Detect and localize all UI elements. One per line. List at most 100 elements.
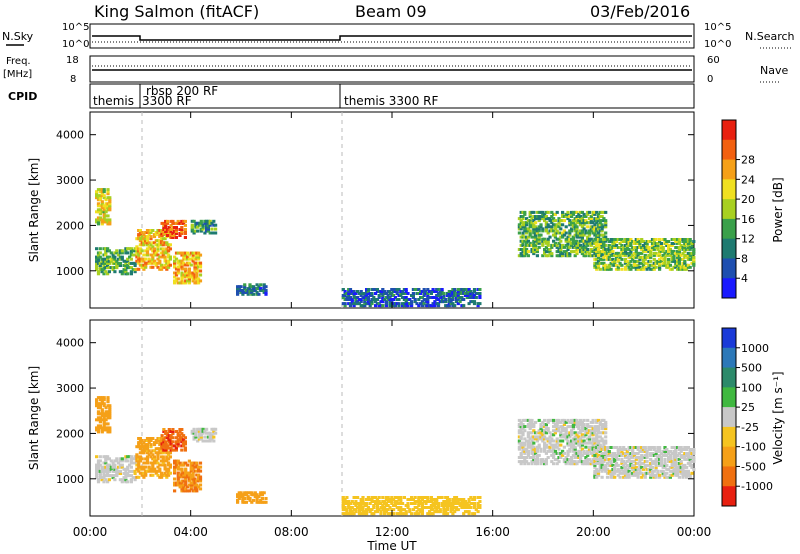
power-cell xyxy=(688,265,692,269)
velocity-cell xyxy=(106,457,110,461)
velocity-cell xyxy=(579,441,583,445)
velocity-cell xyxy=(627,448,631,451)
velocity-cell xyxy=(519,427,523,431)
velocity-cell xyxy=(478,504,482,507)
power-cell xyxy=(366,300,370,304)
power-cell xyxy=(566,241,570,245)
power-cell xyxy=(152,235,157,239)
power-cell xyxy=(453,304,457,308)
power-cell xyxy=(195,257,199,261)
power-cell xyxy=(525,229,529,233)
velocity-cell xyxy=(530,447,534,451)
power-ytick-label: 3000 xyxy=(56,174,84,187)
power-cell xyxy=(557,225,561,229)
velocity-cell xyxy=(534,460,538,464)
power-cell xyxy=(129,270,133,274)
power-cell xyxy=(553,227,557,231)
power-cell xyxy=(665,249,669,253)
velocity-cell xyxy=(429,508,433,512)
velocity-cell xyxy=(611,467,615,471)
power-cell xyxy=(149,231,153,234)
velocity-cell xyxy=(118,459,122,463)
velocity-cell xyxy=(681,454,685,457)
power-cell xyxy=(109,251,113,255)
velocity-colorbar-swatch xyxy=(722,486,736,507)
velocity-cell xyxy=(108,414,112,418)
power-cell xyxy=(192,231,196,235)
power-cell xyxy=(593,247,597,251)
power-cell xyxy=(173,281,177,285)
power-cell xyxy=(208,223,212,227)
velocity-cell xyxy=(602,423,606,426)
power-cell xyxy=(454,296,459,299)
velocity-cell xyxy=(381,496,385,499)
velocity-cell xyxy=(133,461,137,465)
velocity-cell xyxy=(149,469,153,473)
power-cell xyxy=(173,259,177,263)
velocity-cell xyxy=(550,418,554,422)
velocity-cell xyxy=(435,498,439,501)
velocity-cell xyxy=(668,450,672,453)
power-cell xyxy=(246,289,250,292)
power-cell xyxy=(259,287,263,291)
velocity-cell xyxy=(541,420,545,424)
power-cell xyxy=(564,231,568,235)
velocity-cell xyxy=(126,465,130,469)
velocity-cell xyxy=(557,447,561,451)
velocity-cell xyxy=(676,446,680,449)
power-cell xyxy=(638,244,642,247)
power-cell xyxy=(147,261,151,265)
velocity-cell xyxy=(575,420,579,424)
velocity-cell xyxy=(526,451,530,455)
velocity-cell xyxy=(168,463,172,467)
velocity-cell xyxy=(106,412,110,416)
power-cell xyxy=(602,225,606,229)
power-cell xyxy=(348,290,353,293)
power-cell xyxy=(596,238,601,241)
velocity-cell xyxy=(681,448,685,451)
velocity-cell xyxy=(193,479,197,483)
velocity-cell xyxy=(195,485,199,489)
power-cell xyxy=(192,229,196,233)
velocity-cell xyxy=(559,420,563,424)
velocity-cell xyxy=(649,454,653,457)
power-cell xyxy=(152,249,157,253)
power-cell xyxy=(543,237,547,241)
velocity-cell xyxy=(521,427,525,431)
velocity-cell xyxy=(160,444,164,448)
power-cell xyxy=(614,238,619,241)
velocity-cell xyxy=(184,467,188,471)
velocity-cell xyxy=(625,473,629,477)
power-cell xyxy=(176,277,180,281)
velocity-cell xyxy=(677,446,681,449)
velocity-colorbar-tick-label: 25 xyxy=(741,401,755,414)
power-cell xyxy=(187,281,191,285)
velocity-cell xyxy=(564,435,568,439)
velocity-cell xyxy=(575,423,579,426)
velocity-cell xyxy=(187,477,191,481)
velocity-cell xyxy=(368,508,372,512)
power-cell xyxy=(144,237,148,241)
power-cell xyxy=(517,217,521,221)
power-cell xyxy=(161,265,165,269)
velocity-cell xyxy=(444,510,448,514)
velocity-cell xyxy=(688,455,692,459)
power-cell xyxy=(641,240,646,243)
velocity-cell xyxy=(193,465,197,469)
velocity-cell xyxy=(582,449,586,453)
power-cell xyxy=(106,190,110,194)
velocity-cell xyxy=(248,497,252,500)
velocity-cell xyxy=(156,457,160,461)
velocity-cell xyxy=(611,463,615,467)
velocity-cell xyxy=(428,506,432,509)
power-cell xyxy=(199,221,203,225)
velocity-cell xyxy=(341,498,345,501)
power-cell xyxy=(575,227,579,231)
velocity-cell xyxy=(589,451,593,455)
velocity-cell xyxy=(100,408,104,412)
power-cell xyxy=(528,210,532,214)
power-cell xyxy=(517,248,521,251)
power-cell xyxy=(654,251,658,255)
velocity-colorbar-swatch xyxy=(722,426,736,448)
velocity-cell xyxy=(208,439,212,443)
